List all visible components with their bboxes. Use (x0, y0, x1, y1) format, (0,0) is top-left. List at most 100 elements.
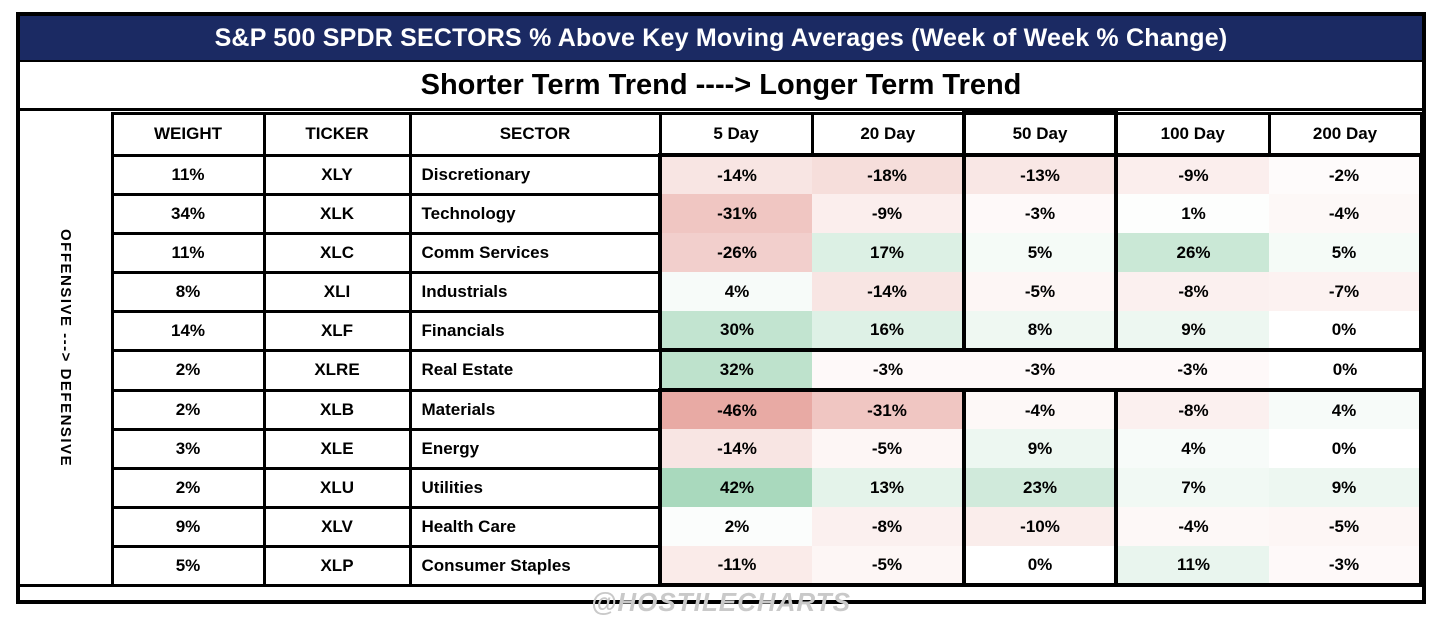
cell-sector: Energy (408, 427, 662, 470)
chart-frame: S&P 500 SPDR SECTORS % Above Key Moving … (16, 12, 1426, 617)
cell-200-day: -5% (1269, 507, 1423, 546)
cell-sector: Technology (408, 192, 662, 235)
cell-sector: Discretionary (408, 153, 662, 196)
cell-50-day: -4% (962, 388, 1118, 429)
cell-weight: 11% (110, 153, 266, 196)
cell-5-day: 2% (658, 507, 812, 546)
cell-50-day: 8% (962, 311, 1118, 352)
cell-sector: Utilities (408, 466, 662, 509)
column-header-100-day: 100 Day (1114, 111, 1271, 157)
cell-ticker: XLU (262, 466, 412, 509)
sector-heatmap-table: OFFENSIVE ---> DEFENSIVE WEIGHT TICKER SECT… (20, 111, 1423, 587)
cell-100-day: 11% (1114, 546, 1269, 587)
cell-50-day: 0% (962, 546, 1118, 587)
cell-50-day: -13% (962, 153, 1118, 194)
cell-5-day: 42% (658, 468, 812, 507)
cell-100-day: -8% (1114, 388, 1269, 429)
cell-200-day: -2% (1269, 153, 1423, 194)
cell-200-day: -7% (1269, 272, 1423, 311)
cell-5-day: 32% (660, 350, 812, 390)
table-row: 2% XLRE Real Estate 32% -3% -3% -3% 0% (20, 348, 1421, 392)
column-header-20-day: 20 Day (810, 111, 966, 157)
column-header-50-day: 50 Day (962, 111, 1118, 157)
cell-5-day: -11% (658, 546, 812, 587)
cell-200-day: 5% (1269, 233, 1423, 272)
cell-ticker: XLY (262, 153, 412, 196)
cell-sector: Health Care (408, 505, 662, 548)
cell-20-day: -5% (812, 546, 966, 587)
cell-5-day: -14% (658, 429, 812, 468)
cell-5-day: -46% (658, 388, 812, 429)
header-row: OFFENSIVE ---> DEFENSIVE WEIGHT TICKER SECT… (20, 111, 1423, 585)
cell-20-day: 17% (812, 233, 966, 272)
cell-5-day: -31% (658, 194, 812, 233)
cell-5-day: -26% (658, 233, 812, 272)
table-row: 2% XLB Materials -46% -31% -4% -8% 4% (20, 388, 1423, 431)
cell-100-day: -9% (1114, 153, 1269, 194)
cell-100-day: 4% (1114, 429, 1269, 468)
table-row: 3% XLE Energy -14% -5% 9% 4% 0% (20, 427, 1423, 470)
cell-50-day: -5% (962, 272, 1118, 311)
table-row: 9% XLV Health Care 2% -8% -10% -4% -5% (20, 505, 1423, 548)
table-row: 5% XLP Consumer Staples -11% -5% 0% 11% -3% (20, 544, 1423, 587)
cell-50-day: 23% (962, 468, 1118, 507)
cell-200-day: 9% (1269, 468, 1423, 507)
cell-ticker: XLF (262, 309, 412, 352)
cell-weight: 3% (110, 427, 266, 470)
cell-5-day: 4% (658, 272, 812, 311)
cell-ticker: XLC (262, 231, 412, 274)
cell-ticker: XLV (262, 505, 412, 548)
cell-50-day: -3% (962, 194, 1118, 233)
cell-weight: 5% (110, 544, 266, 587)
cell-200-day: 0% (1269, 311, 1423, 352)
cell-100-day: 7% (1114, 468, 1269, 507)
cell-200-day: -3% (1269, 546, 1423, 587)
column-header-5-day: 5 Day (658, 111, 814, 157)
cell-20-day: -31% (812, 388, 966, 429)
cell-20-day: 16% (812, 311, 966, 352)
table-row: 2% XLU Utilities 42% 13% 23% 7% 9% (20, 466, 1423, 509)
cell-ticker: XLK (262, 192, 412, 235)
table-row: 11% XLY Discretionary -14% -18% -13% -9% -2% (20, 153, 1423, 196)
cell-weight: 8% (110, 270, 266, 313)
cell-ticker: XLRE (262, 348, 412, 392)
cell-ticker: XLP (262, 544, 412, 587)
cell-5-day: 30% (658, 311, 812, 352)
cell-sector: Comm Services (408, 231, 662, 274)
cell-100-day: -8% (1114, 272, 1269, 311)
cell-sector: Industrials (408, 270, 662, 313)
cell-weight: 2% (110, 348, 266, 392)
cell-20-day: -3% (812, 350, 964, 390)
table-row: 34% XLK Technology -31% -9% -3% 1% -4% (20, 192, 1423, 235)
cell-20-day: -18% (812, 153, 966, 194)
column-header-ticker: TICKER (262, 111, 412, 157)
column-header-weight: WEIGHT (110, 111, 266, 157)
cell-weight: 2% (110, 466, 266, 509)
cell-ticker: XLI (262, 270, 412, 313)
chart-title: S&P 500 SPDR SECTORS % Above Key Moving … (20, 16, 1422, 62)
cell-50-day: -10% (962, 507, 1118, 546)
cell-weight: 9% (110, 505, 266, 548)
cell-50-day: -3% (964, 350, 1116, 390)
cell-100-day: 9% (1114, 311, 1269, 352)
cell-100-day: 1% (1114, 194, 1269, 233)
cell-200-day: 0% (1269, 429, 1423, 468)
cell-50-day: 5% (962, 233, 1118, 272)
cell-100-day: 26% (1114, 233, 1269, 272)
table-row: 14% XLF Financials 30% 16% 8% 9% 0% (20, 309, 1423, 352)
cell-sector: Consumer Staples (408, 544, 662, 587)
cell-ticker: XLB (262, 388, 412, 431)
cell-200-day: 4% (1269, 388, 1423, 429)
trend-subtitle: Shorter Term Trend ----> Longer Term Tre… (20, 62, 1422, 111)
cell-20-day: 13% (812, 468, 966, 507)
cell-20-day: -14% (812, 272, 966, 311)
cell-200-day: -4% (1269, 194, 1423, 233)
watermark: @HOSTILECHARTS (591, 587, 851, 617)
table-row: 11% XLC Comm Services -26% 17% 5% 26% 5% (20, 231, 1423, 274)
cell-50-day: 9% (962, 429, 1118, 468)
cell-sector: Financials (408, 309, 662, 352)
cell-20-day: -5% (812, 429, 966, 468)
cell-weight: 34% (110, 192, 266, 235)
cell-ticker: XLE (262, 427, 412, 470)
table-row: 8% XLI Industrials 4% -14% -5% -8% -7% (20, 270, 1423, 313)
